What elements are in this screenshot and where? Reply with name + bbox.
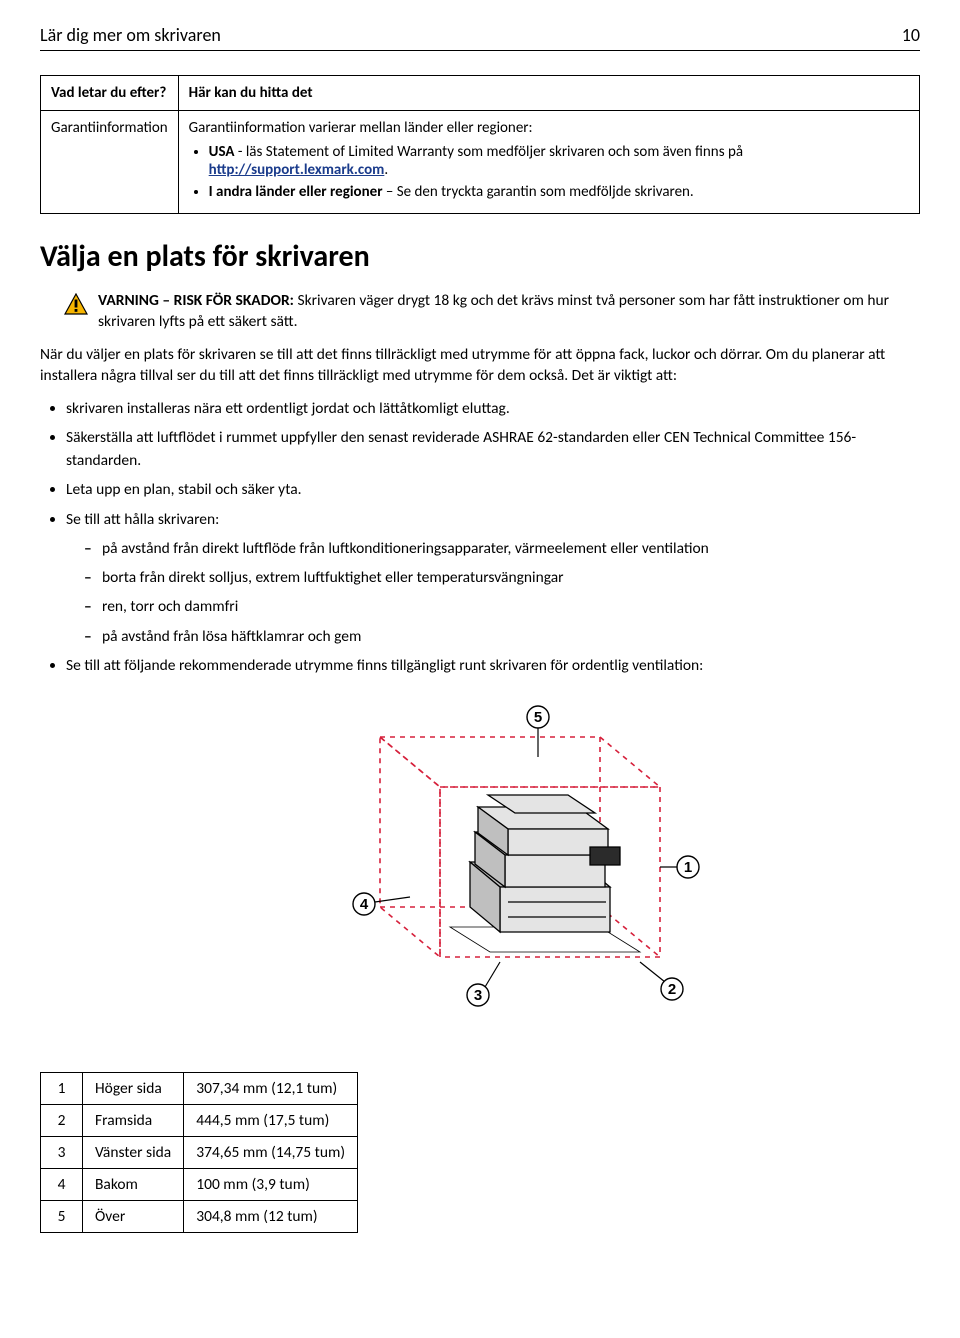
info-bullet-usa-prefix: USA xyxy=(209,143,235,161)
diagram-label-1: 1 xyxy=(684,859,692,876)
warning-label: VARNING – RISK FÖR SKADOR: xyxy=(98,291,294,310)
info-bullet-other-prefix: I andra länder eller regioner xyxy=(209,183,383,201)
sub-item-2: borta från direkt solljus, extrem luftfu… xyxy=(84,566,920,589)
diagram-label-2: 2 xyxy=(668,981,676,998)
printer-conditions-sublist: på avstånd från direkt luftflöde från lu… xyxy=(66,537,920,648)
info-bullet-other-rest: – Se den tryckta garantin som medföljde … xyxy=(383,183,694,201)
info-bullet-usa: USA - läs Statement of Limited Warranty … xyxy=(209,143,909,179)
warning-triangle-icon xyxy=(64,293,88,315)
table-row: 3 Vänster sida 374,65 mm (14,75 tum) xyxy=(41,1137,358,1169)
clearance-num-4: 4 xyxy=(41,1169,83,1201)
table-row: 4 Bakom 100 mm (3,9 tum) xyxy=(41,1169,358,1201)
header-page-number: 10 xyxy=(902,24,920,46)
clearance-side-3: Vänster sida xyxy=(83,1137,184,1169)
sub-item-1: på avstånd från direkt luftflöde från lu… xyxy=(84,537,920,560)
info-row-intro: Garantiinformation varierar mellan lände… xyxy=(189,119,533,137)
clearance-side-2: Framsida xyxy=(83,1105,184,1137)
clearance-diagram: 1 2 3 4 5 xyxy=(40,697,920,1042)
clearance-side-4: Bakom xyxy=(83,1169,184,1201)
support-link[interactable]: http://support.lexmark.com xyxy=(209,161,385,179)
warning-block: VARNING – RISK FÖR SKADOR: Skrivaren väg… xyxy=(64,291,920,333)
clearance-val-1: 307,34 mm (12,1 tum) xyxy=(184,1073,358,1105)
req-item-5: Se till att följande rekommenderade utry… xyxy=(66,654,920,677)
page-header: Lär dig mer om skrivaren 10 xyxy=(40,24,920,51)
table-row: 2 Framsida 444,5 mm (17,5 tum) xyxy=(41,1105,358,1137)
clearance-num-3: 3 xyxy=(41,1137,83,1169)
section-heading: Välja en plats för skrivaren xyxy=(40,238,920,275)
req-item-1: skrivaren installeras nära ett ordentlig… xyxy=(66,397,920,420)
clearance-val-2: 444,5 mm (17,5 tum) xyxy=(184,1105,358,1137)
clearance-num-5: 5 xyxy=(41,1201,83,1233)
info-bullet-usa-rest: - läs Statement of Limited Warranty som … xyxy=(234,143,743,161)
requirements-list: skrivaren installeras nära ett ordentlig… xyxy=(40,397,920,678)
table-row: 1 Höger sida 307,34 mm (12,1 tum) xyxy=(41,1073,358,1105)
info-bullet-other: I andra länder eller regioner – Se den t… xyxy=(209,183,909,201)
table-row: 5 Över 304,8 mm (12 tum) xyxy=(41,1201,358,1233)
req-item-4-text: Se till att hålla skrivaren: xyxy=(66,510,219,529)
req-item-4: Se till att hålla skrivaren: på avstånd … xyxy=(66,508,920,648)
sub-item-4: på avstånd från lösa häftklamrar och gem xyxy=(84,625,920,648)
warning-text: VARNING – RISK FÖR SKADOR: Skrivaren väg… xyxy=(98,291,920,333)
info-row-label: Garantiinformation xyxy=(41,111,179,214)
diagram-label-4: 4 xyxy=(360,896,369,913)
diagram-label-3: 3 xyxy=(474,987,482,1004)
req-item-3: Leta upp en plan, stabil och säker yta. xyxy=(66,478,920,501)
clearance-table: 1 Höger sida 307,34 mm (12,1 tum) 2 Fram… xyxy=(40,1072,358,1233)
info-bullet-usa-suffix: . xyxy=(384,161,388,179)
clearance-num-2: 2 xyxy=(41,1105,83,1137)
clearance-val-5: 304,8 mm (12 tum) xyxy=(184,1201,358,1233)
clearance-side-1: Höger sida xyxy=(83,1073,184,1105)
req-item-2: Säkerställa att luftflödet i rummet uppf… xyxy=(66,426,920,473)
header-title: Lär dig mer om skrivaren xyxy=(40,24,221,46)
clearance-num-1: 1 xyxy=(41,1073,83,1105)
info-col1-header: Vad letar du efter? xyxy=(41,76,179,111)
clearance-side-5: Över xyxy=(83,1201,184,1233)
info-col2-header: Här kan du hitta det xyxy=(178,76,919,111)
intro-paragraph: När du väljer en plats för skrivaren se … xyxy=(40,345,920,387)
clearance-val-3: 374,65 mm (14,75 tum) xyxy=(184,1137,358,1169)
info-row-content: Garantiinformation varierar mellan lände… xyxy=(178,111,919,214)
warranty-info-table: Vad letar du efter? Här kan du hitta det… xyxy=(40,75,920,214)
sub-item-3: ren, torr och dammfri xyxy=(84,595,920,618)
diagram-label-5: 5 xyxy=(534,709,542,726)
clearance-val-4: 100 mm (3,9 tum) xyxy=(184,1169,358,1201)
